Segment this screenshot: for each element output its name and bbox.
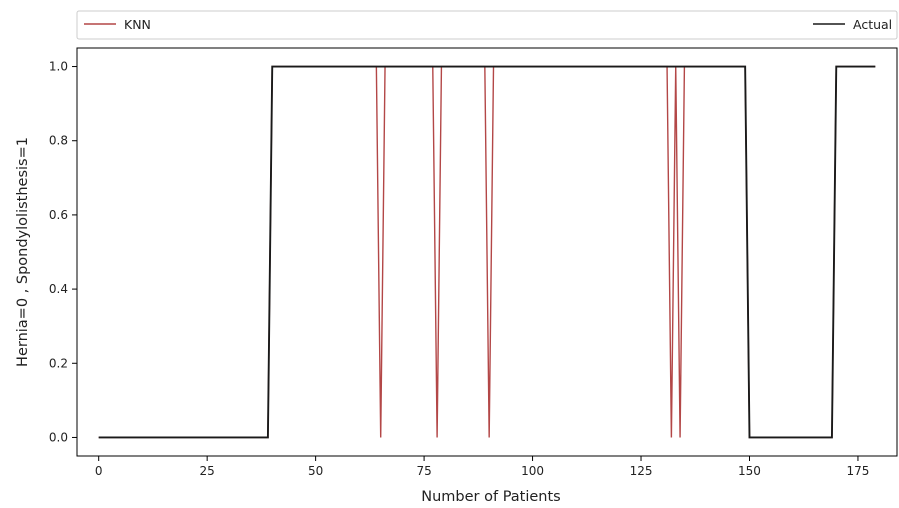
x-tick-label: 125 [630, 464, 653, 478]
series-line-knn [98, 65, 876, 439]
x-tick-label: 150 [738, 464, 761, 478]
x-tick-label: 0 [95, 464, 103, 478]
series-layer [98, 65, 876, 439]
y-tick-label: 0.6 [49, 208, 68, 222]
x-tick-label: 100 [521, 464, 544, 478]
series-line-actual [98, 65, 876, 439]
x-axis-label: Number of Patients [421, 489, 561, 505]
y-axis: 0.0 0.2 0.4 0.6 0.8 1.0 [49, 60, 77, 444]
y-tick-label: 0.8 [49, 134, 68, 148]
legend-label-knn: KNN [124, 17, 151, 32]
x-tick-label: 75 [416, 464, 431, 478]
y-tick-label: 0.4 [49, 282, 68, 296]
x-tick-label: 50 [308, 464, 323, 478]
legend-label-actual: Actual [853, 17, 892, 32]
x-tick-label: 25 [200, 464, 215, 478]
y-tick-label: 1.0 [49, 60, 68, 74]
x-axis: 0 25 50 75 100 125 150 175 [95, 456, 869, 478]
x-tick-label: 175 [846, 464, 869, 478]
legend: KNN Actual [76, 10, 898, 40]
y-tick-label: 0.0 [49, 430, 68, 444]
y-axis-label: Hernia=0 , Spondylolisthesis=1 [15, 137, 31, 367]
plot-area [76, 47, 898, 457]
y-tick-label: 0.2 [49, 356, 68, 370]
legend-frame [76, 10, 898, 40]
